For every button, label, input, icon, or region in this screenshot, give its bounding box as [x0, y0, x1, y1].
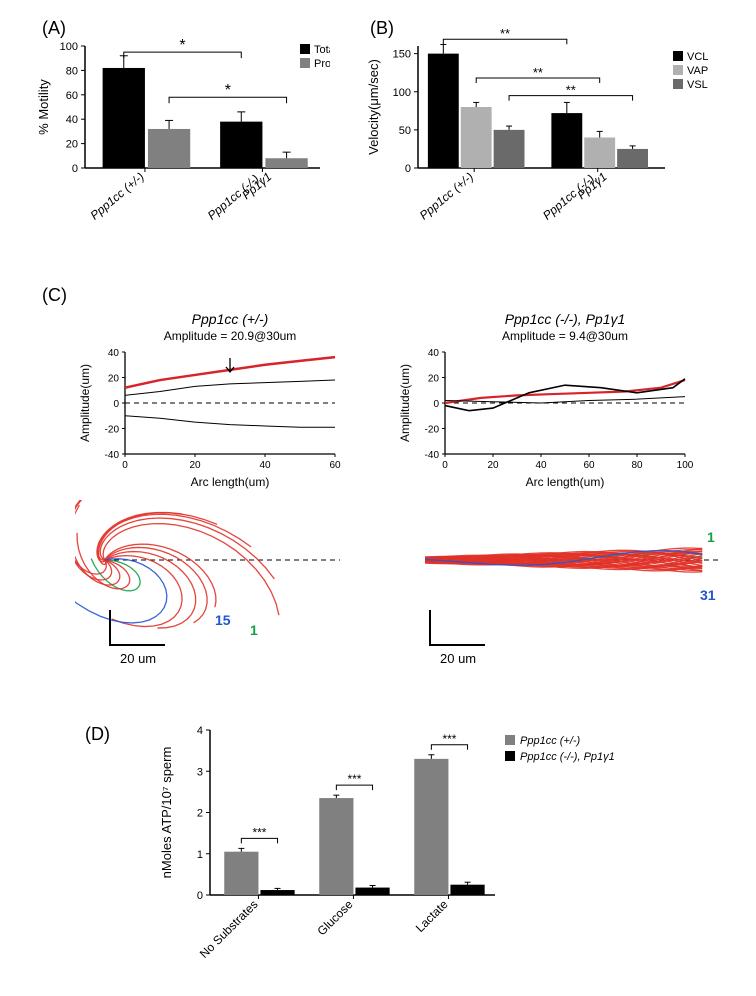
panel-a-chart: 020406080100% MotilityPpp1cc (+/-)Ppp1cc…: [30, 18, 330, 263]
svg-text:1: 1: [197, 849, 203, 861]
svg-text:No Substrates: No Substrates: [197, 897, 261, 961]
svg-text:Velocity(μm/sec): Velocity(μm/sec): [366, 59, 381, 155]
svg-text:20 um: 20 um: [120, 651, 156, 666]
svg-text:*: *: [225, 82, 231, 99]
panel-c-left-flagella: 1 15 20 um: [75, 500, 355, 690]
svg-text:Ppp1cc (+/-): Ppp1cc (+/-): [520, 735, 581, 747]
svg-text:**: **: [533, 65, 543, 80]
svg-text:Arc length(um): Arc length(um): [191, 475, 270, 489]
svg-text:20: 20: [487, 460, 499, 471]
svg-text:Lactate: Lactate: [413, 897, 451, 935]
svg-text:% Motility: % Motility: [36, 79, 51, 135]
svg-text:***: ***: [442, 732, 456, 746]
svg-text:40: 40: [428, 348, 440, 359]
svg-text:Amplitude = 20.9@30um: Amplitude = 20.9@30um: [164, 329, 297, 343]
svg-text:Glucose: Glucose: [315, 897, 356, 938]
svg-text:VSL: VSL: [687, 79, 708, 91]
svg-text:*: *: [179, 37, 185, 54]
svg-text:4: 4: [197, 725, 203, 737]
svg-text:VCL: VCL: [687, 51, 708, 63]
svg-text:40: 40: [259, 460, 271, 471]
svg-text:50: 50: [399, 125, 411, 137]
svg-text:-20: -20: [425, 425, 440, 436]
svg-text:0: 0: [405, 163, 411, 175]
svg-text:-40: -40: [425, 450, 440, 461]
svg-text:-40: -40: [105, 450, 120, 461]
svg-text:**: **: [500, 26, 510, 41]
svg-text:-20: -20: [105, 425, 120, 436]
panel-c-right-flagella: 1 31 20 um: [395, 500, 735, 690]
svg-text:100: 100: [677, 460, 694, 471]
svg-text:1: 1: [250, 622, 258, 638]
svg-text:1: 1: [707, 529, 715, 545]
panel-d-chart: 0 1 2 3 4 nMoles ATP/10⁷ sperm *** No Substrate…: [155, 710, 645, 990]
svg-text:40: 40: [535, 460, 547, 471]
svg-text:***: ***: [347, 772, 361, 786]
svg-text:20: 20: [66, 139, 78, 151]
panel-c-left-amplitude: Ppp1cc (+/-) Amplitude = 20.9@30um -40 -20 0…: [75, 310, 345, 490]
svg-text:0: 0: [433, 399, 439, 410]
panel-b-chart: 050100150Velocity(μm/sec)Ppp1cc (+/-)Ppp…: [360, 18, 735, 263]
svg-text:15: 15: [215, 612, 231, 628]
svg-text:20: 20: [108, 374, 120, 385]
svg-text:60: 60: [66, 90, 78, 102]
svg-text:40: 40: [108, 348, 120, 359]
svg-text:60: 60: [583, 460, 595, 471]
svg-text:0: 0: [72, 163, 78, 175]
svg-text:**: **: [566, 83, 576, 98]
svg-text:Amplitude(um): Amplitude(um): [78, 364, 92, 442]
svg-text:Ppp1cc (+/-): Ppp1cc (+/-): [88, 170, 147, 223]
svg-text:nMoles ATP/10⁷ sperm: nMoles ATP/10⁷ sperm: [159, 747, 174, 879]
svg-text:VAP: VAP: [687, 65, 708, 77]
svg-text:40: 40: [66, 114, 78, 126]
svg-text:0: 0: [113, 399, 119, 410]
panel-c-label: (C): [42, 285, 67, 306]
svg-text:2: 2: [197, 808, 203, 820]
svg-text:20: 20: [428, 374, 440, 385]
svg-text:0: 0: [442, 460, 448, 471]
svg-text:Ppp1cc (-/-), Pp1γ1: Ppp1cc (-/-), Pp1γ1: [505, 311, 626, 327]
panel-c-right-amplitude: Ppp1cc (-/-), Pp1γ1 Amplitude = 9.4@30um -…: [395, 310, 695, 490]
svg-text:100: 100: [60, 41, 78, 53]
svg-text:80: 80: [66, 65, 78, 77]
svg-text:Ppp1cc (-/-), Pp1γ1: Ppp1cc (-/-), Pp1γ1: [520, 751, 615, 763]
svg-text:Total Motility: Total Motility: [314, 44, 330, 56]
svg-text:31: 31: [700, 587, 716, 603]
svg-text:Ppp1cc (+/-): Ppp1cc (+/-): [417, 170, 476, 223]
svg-text:***: ***: [252, 825, 266, 839]
svg-text:0: 0: [197, 890, 203, 902]
svg-text:60: 60: [329, 460, 341, 471]
svg-text:20: 20: [189, 460, 201, 471]
svg-text:Amplitude = 9.4@30um: Amplitude = 9.4@30um: [502, 329, 628, 343]
svg-text:3: 3: [197, 766, 203, 778]
svg-text:80: 80: [631, 460, 643, 471]
svg-text:Amplitude(um): Amplitude(um): [398, 364, 412, 442]
svg-text:Arc length(um): Arc length(um): [526, 475, 605, 489]
svg-text:150: 150: [393, 49, 411, 61]
svg-text:Ppp1cc (+/-): Ppp1cc (+/-): [192, 311, 269, 327]
svg-text:20 um: 20 um: [440, 651, 476, 666]
svg-text:Progressive Motility: Progressive Motility: [314, 58, 330, 70]
svg-text:0: 0: [122, 460, 128, 471]
panel-d-label: (D): [85, 724, 110, 745]
svg-text:100: 100: [393, 87, 411, 99]
